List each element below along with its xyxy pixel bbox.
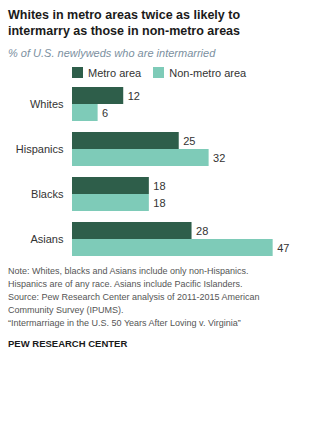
svg-text:6: 6: [102, 107, 108, 119]
svg-text:Hispanics: Hispanics: [16, 143, 64, 155]
svg-text:12: 12: [128, 90, 140, 102]
svg-text:28: 28: [196, 225, 208, 237]
svg-text:32: 32: [213, 152, 225, 164]
html-text:Source: Pew Research Center an: Source: Pew Research Center analysis of …: [8, 292, 260, 303]
html-text:PEW RESEARCH CENTER: PEW RESEARCH CENTER: [8, 338, 128, 350]
html-text:Metro area: Metro area: [88, 67, 142, 80]
svg-text:Blacks: Blacks: [31, 188, 64, 200]
html-text:Note: Whites, blacks and Asian: Note: Whites, blacks and Asians include …: [8, 266, 249, 277]
svg-text:Whites: Whites: [30, 98, 64, 110]
html-text:Community Survey (IPUMS).: Community Survey (IPUMS).: [8, 305, 124, 316]
html-text:Whites in metro areas twice as: Whites in metro areas twice as likely to…: [8, 8, 240, 38]
html-text:Non-metro area: Non-metro area: [169, 67, 247, 80]
svg-text:25: 25: [183, 135, 195, 147]
svg-text:Asians: Asians: [30, 233, 64, 245]
svg-text:18: 18: [153, 180, 165, 192]
html-text:% of U.S. newlyweds who are in: % of U.S. newlyweds who are intermarried: [8, 47, 216, 60]
svg-text:47: 47: [277, 242, 289, 254]
svg-text:18: 18: [153, 197, 165, 209]
html-text:“Intermarriage in the U.S. 50: “Intermarriage in the U.S. 50 Years Afte…: [8, 318, 241, 329]
html-text:Hispanics are of any race. Asi: Hispanics are of any race. Asians includ…: [8, 279, 243, 290]
